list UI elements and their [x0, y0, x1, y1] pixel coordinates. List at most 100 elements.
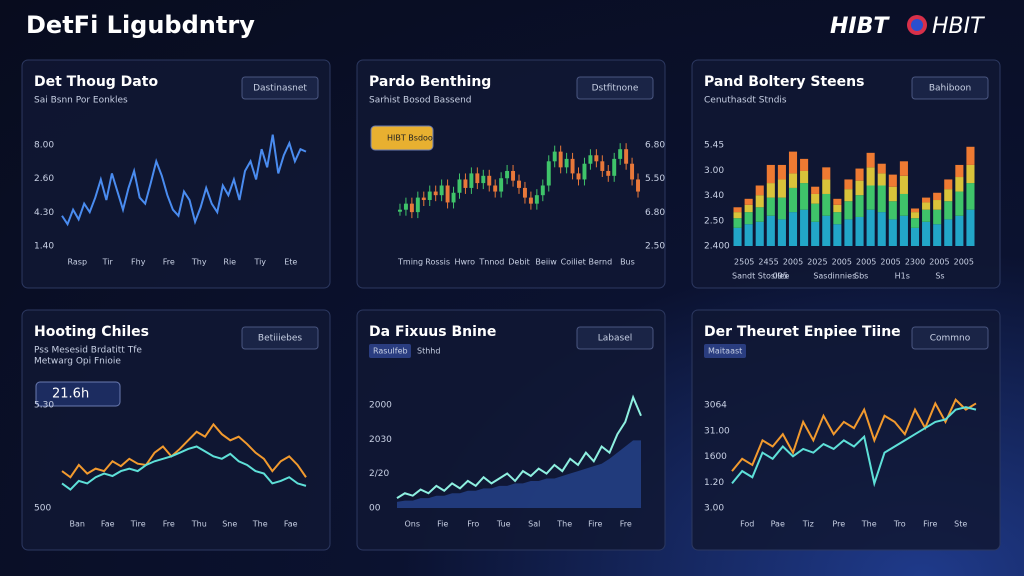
bar-segment — [888, 174, 897, 187]
badge — [370, 125, 434, 151]
bar-segment — [944, 189, 953, 202]
bar-segment — [733, 218, 742, 228]
panel-title: Pardo Benthing — [369, 74, 491, 90]
bar-segment — [910, 212, 920, 219]
bar-segment — [855, 180, 864, 196]
line — [731, 398, 977, 472]
bar-segment — [910, 208, 920, 213]
candle — [463, 179, 468, 188]
candle — [528, 197, 533, 204]
area — [397, 440, 641, 508]
tag — [369, 344, 411, 358]
candle — [469, 173, 474, 188]
x-label: 2005 — [929, 258, 949, 267]
x-label: 2455 — [758, 258, 778, 267]
panel-title: Det Thoug Dato — [34, 74, 158, 90]
bar-segment — [833, 198, 842, 205]
bar-segment — [933, 192, 942, 201]
panel-button[interactable] — [241, 326, 319, 350]
x-label: 2005 — [783, 258, 803, 267]
bar-segment — [955, 177, 964, 192]
candle — [499, 178, 504, 192]
panel-button-label[interactable]: Labasel — [598, 334, 632, 344]
y-label: 2.400 — [704, 242, 730, 252]
panel-button-label[interactable]: Commno — [930, 334, 971, 344]
x-label: Fre — [620, 520, 632, 529]
x-label: Ste — [954, 520, 967, 529]
x-label: Fire — [923, 520, 937, 529]
candle — [493, 185, 498, 192]
bar-segment — [822, 193, 831, 216]
panel-button-label[interactable]: Bahiboon — [929, 84, 971, 94]
panel-button-label[interactable]: Dstfitnone — [592, 84, 639, 94]
bar-segment — [955, 164, 964, 178]
bar-segment — [811, 193, 820, 204]
bar-segment — [766, 183, 775, 198]
x-label: Fae — [284, 520, 298, 529]
x-label: Tiz — [802, 520, 814, 529]
panel-button[interactable] — [911, 326, 989, 350]
panel-button[interactable] — [576, 76, 654, 100]
x-label: Tue — [496, 520, 511, 529]
legend-label: Sbs — [854, 272, 868, 281]
bar-segment — [800, 158, 809, 171]
y-label: 3.40 — [704, 191, 724, 201]
panel — [356, 59, 666, 289]
bar-segment — [877, 212, 886, 246]
candle — [439, 185, 444, 196]
panel-button-label[interactable]: Betiiiebes — [258, 334, 303, 344]
bar-segment — [800, 183, 809, 210]
line — [61, 134, 307, 227]
legend-label: 095 — [773, 272, 788, 281]
bar-segment — [766, 215, 775, 246]
candle — [570, 158, 575, 174]
candle — [618, 149, 623, 159]
candle — [481, 175, 486, 184]
badge — [35, 381, 121, 407]
bar-segment — [733, 227, 742, 246]
bar-segment — [833, 212, 842, 225]
bar-segment — [800, 170, 809, 184]
candle — [594, 155, 599, 162]
panel-button[interactable] — [241, 76, 319, 100]
candle — [421, 197, 426, 201]
bar-segment — [877, 163, 886, 174]
x-label: Tming — [397, 258, 423, 267]
bar-segment — [944, 201, 953, 220]
panel-button[interactable] — [576, 326, 654, 350]
bar-segment — [811, 221, 820, 246]
bar-segment — [944, 219, 953, 246]
x-label: Bus — [620, 258, 635, 267]
bar-segment — [933, 200, 942, 210]
y-label: 2.50 — [645, 242, 665, 252]
y-label: 500 — [34, 504, 51, 514]
candle — [522, 187, 527, 198]
bar-segment — [877, 185, 886, 213]
x-label: 2005 — [832, 258, 852, 267]
logo-icon-inner — [911, 19, 923, 31]
bar-segment — [922, 221, 931, 246]
bar-segment — [866, 152, 875, 168]
legend-label: Sasdinnies — [813, 272, 856, 281]
candle — [433, 191, 438, 196]
x-label: Bernd — [588, 258, 612, 267]
x-label: Pre — [832, 520, 845, 529]
legend-label: Sandt Stosllee — [732, 272, 789, 281]
panel — [21, 309, 331, 551]
x-label: The — [556, 520, 572, 529]
bar-segment — [910, 218, 920, 228]
panel-button-label[interactable]: Dastinasnet — [253, 84, 307, 94]
line — [61, 422, 307, 479]
y-label: 5.30 — [34, 401, 54, 411]
y-label: 3064 — [704, 401, 727, 411]
x-label: 2005 — [880, 258, 900, 267]
bar-segment — [811, 203, 820, 222]
x-label: Ete — [284, 258, 297, 267]
y-label: 6.80 — [645, 208, 665, 218]
bar-segment — [800, 209, 809, 246]
legend-label: H1s — [895, 272, 910, 281]
panel-button[interactable] — [911, 76, 989, 100]
candle — [582, 163, 587, 180]
x-label: Coiliet — [561, 258, 586, 267]
bar-segment — [966, 146, 975, 165]
